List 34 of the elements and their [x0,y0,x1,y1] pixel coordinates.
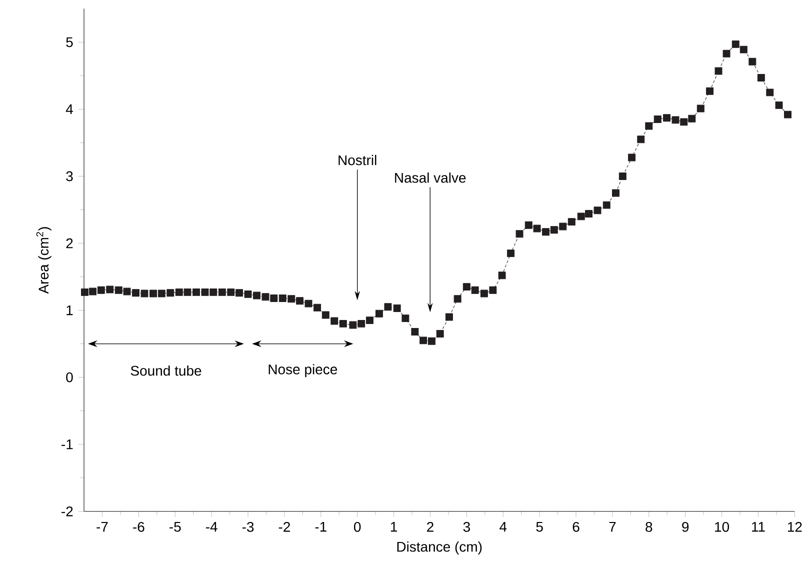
x-tick-label: 8 [646,522,652,532]
y-tick-label: 5 [66,37,73,48]
x-tick-label: 12 [788,522,802,532]
x-tick-label: 10 [715,522,730,532]
x-tick-label: 9 [682,522,689,532]
x-tick-label: 11 [752,522,765,532]
x-tick-label: -1 [315,522,326,532]
x-tick-label: -4 [206,522,218,532]
y-tick-label: 2 [66,238,73,248]
y-axis-title: Area (cm$^{2}$) [36,227,52,294]
y-tick-label: 0 [66,372,73,382]
y-tick-label: 1 [66,305,73,316]
y-tick-label: -2 [62,506,73,516]
y-tick-label: -1 [62,440,73,450]
annotation: Nostril [338,154,376,166]
x-tick-label: 6 [572,522,580,532]
x-tick-label: 5 [536,522,543,532]
x-tick-label: -5 [170,522,181,532]
annotation: Sound tube [130,365,202,376]
x-tick-label: 4 [500,522,507,532]
x-tick-label: 7 [609,522,616,532]
x-tick-label: -6 [133,522,144,532]
annotation: Nasal valve [395,172,466,183]
x-tick-label: 2 [427,522,434,532]
y-tick-label: 4 [66,104,73,114]
x-tick-label: -7 [96,522,108,532]
x-tick-label: -3 [242,522,254,532]
x-axis-title: Distance (cm) [397,541,482,555]
x-tick-label: 0 [354,522,361,532]
y-tick-label: 3 [66,171,73,182]
x-tick-label: 3 [463,522,470,532]
x-tick-label: -2 [278,522,290,532]
annotation: Nose piece [268,364,338,378]
x-tick-label: 1 [390,522,397,532]
